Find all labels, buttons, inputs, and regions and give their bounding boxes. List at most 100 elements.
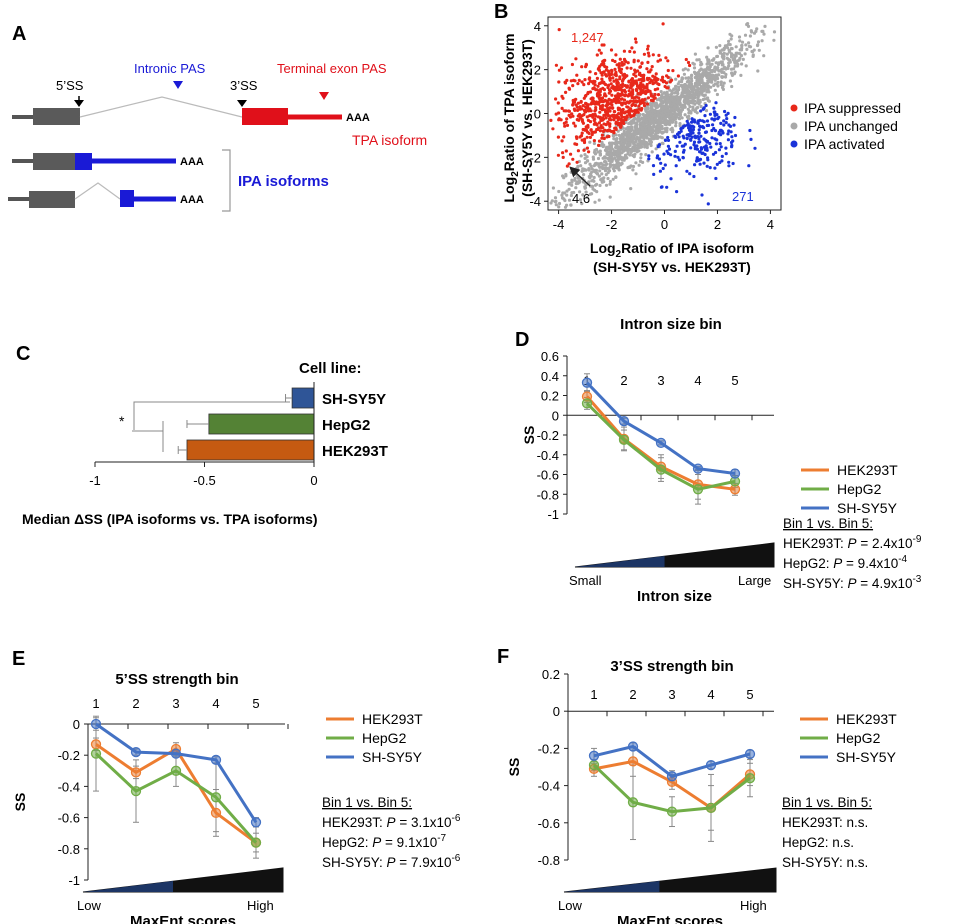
- b-point-suppressed: [597, 68, 602, 72]
- b-point-unchanged: [738, 52, 742, 56]
- b-point-activated: [662, 152, 666, 156]
- b-point-unchanged: [617, 133, 621, 137]
- b-point-unchanged: [713, 69, 717, 73]
- b-point-unchanged: [603, 155, 607, 159]
- b-point-activated: [724, 146, 728, 150]
- b-point-suppressed: [627, 80, 631, 84]
- b-point-suppressed: [602, 136, 606, 141]
- b-point-suppressed: [635, 110, 639, 114]
- b-point-suppressed: [594, 102, 599, 106]
- b-point-suppressed: [645, 102, 650, 106]
- b-point-suppressed: [614, 127, 618, 131]
- b-point-unchanged: [709, 85, 713, 89]
- b-point-unchanged: [696, 71, 700, 75]
- b-point-unchanged: [649, 143, 653, 148]
- b-point-suppressed: [573, 79, 577, 83]
- b-point-unchanged: [707, 90, 711, 94]
- b-point-suppressed: [607, 71, 611, 75]
- b-point-unchanged: [760, 39, 764, 43]
- d-point: [618, 434, 630, 446]
- e-scale-wedge-tint: [83, 881, 173, 892]
- b-point-suppressed: [657, 53, 661, 58]
- b-point-suppressed: [610, 100, 615, 104]
- b-point-suppressed: [589, 128, 593, 132]
- b-point-unchanged: [674, 121, 678, 125]
- b-point-activated: [659, 185, 664, 189]
- b-legend-label: IPA suppressed: [804, 100, 901, 116]
- b-point-unchanged: [740, 62, 744, 66]
- b-point-activated: [733, 115, 737, 120]
- b-point-suppressed: [634, 87, 639, 91]
- e-legend-label: SH-SY5Y: [362, 749, 423, 765]
- b-point-suppressed: [629, 78, 634, 82]
- b-point-suppressed: [627, 89, 631, 93]
- b-point-unchanged: [633, 152, 637, 156]
- b-point-unchanged: [700, 78, 704, 82]
- b-point-suppressed: [605, 99, 609, 104]
- terminal-pas-label: Terminal exon PAS: [277, 61, 387, 76]
- b-point-unchanged: [588, 192, 593, 196]
- b-point-suppressed: [645, 84, 649, 88]
- b-point-unchanged: [666, 93, 670, 97]
- b-point-suppressed: [574, 57, 578, 61]
- b-point-suppressed: [651, 74, 655, 78]
- b-point-activated: [713, 166, 717, 170]
- b-point-unchanged: [621, 142, 626, 146]
- b-y-tick-label: 4: [534, 19, 541, 34]
- b-point-unchanged: [699, 104, 703, 109]
- b-point-unchanged: [674, 84, 678, 88]
- b-point-unchanged: [715, 92, 720, 97]
- b-point-suppressed: [625, 85, 629, 89]
- b-point-activated: [665, 149, 669, 153]
- b-point-suppressed: [617, 96, 621, 100]
- b-point-unchanged: [622, 146, 626, 150]
- b-point-suppressed: [588, 79, 592, 83]
- b-point-suppressed: [660, 78, 665, 82]
- b-point-unchanged: [660, 136, 664, 140]
- b-point-unchanged: [551, 186, 556, 190]
- b-point-activated: [703, 130, 708, 134]
- b-point-activated: [725, 117, 729, 121]
- b-point-unchanged: [772, 38, 776, 42]
- b-point-suppressed: [557, 111, 561, 115]
- b-point-suppressed: [642, 52, 647, 56]
- f-bin-label: 2: [629, 687, 636, 702]
- b-point-unchanged: [565, 189, 569, 193]
- b-point-unchanged: [763, 24, 767, 28]
- b-point-activated: [666, 138, 671, 142]
- b-point-unchanged: [751, 54, 755, 59]
- b-point-unchanged: [645, 110, 649, 114]
- b-point-suppressed: [628, 49, 632, 54]
- b-point-unchanged: [617, 161, 621, 165]
- b-point-suppressed: [570, 62, 575, 67]
- b-point-unchanged: [628, 121, 633, 125]
- b-point-suppressed: [610, 106, 615, 110]
- b-point-activated: [702, 106, 706, 110]
- b-point-unchanged: [611, 163, 615, 167]
- b-point-suppressed: [665, 74, 669, 78]
- b-point-unchanged: [619, 162, 623, 166]
- b-point-activated: [718, 160, 722, 165]
- b-point-activated: [697, 140, 701, 144]
- b-point-unchanged: [756, 69, 760, 73]
- b-point-unchanged: [682, 103, 686, 107]
- b-point-suppressed: [617, 107, 622, 111]
- b-point-suppressed: [653, 92, 657, 97]
- b-x-tick-label: -2: [606, 217, 618, 232]
- b-point-suppressed: [634, 81, 638, 85]
- b-point-suppressed: [590, 96, 595, 100]
- b-point-unchanged: [682, 72, 687, 76]
- b-point-activated: [730, 143, 734, 148]
- b-point-activated: [685, 169, 689, 173]
- b-point-activated: [677, 158, 682, 162]
- ipa2-polya: AAA: [180, 194, 204, 206]
- b-point-activated: [702, 137, 706, 141]
- e-point: [90, 718, 102, 730]
- b-point-unchanged: [725, 52, 729, 56]
- b-point-activated: [710, 136, 714, 140]
- b-ylabel-2: (SH-SY5Y vs. HEK293T): [519, 39, 535, 197]
- b-point-suppressed: [597, 139, 602, 143]
- b-point-suppressed: [601, 100, 605, 104]
- b-point-unchanged: [629, 150, 633, 154]
- b-point-unchanged: [642, 138, 646, 142]
